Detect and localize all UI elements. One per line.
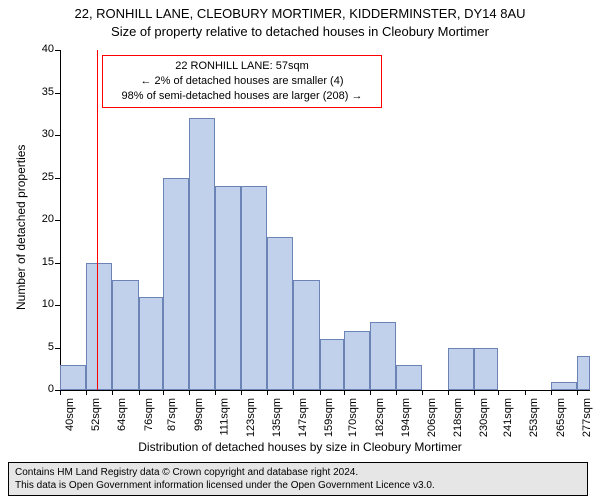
x-tick-label: 111sqm (219, 398, 231, 436)
x-tick-label: 277sqm (581, 398, 593, 437)
y-axis-line (60, 50, 61, 390)
x-tick-label: 87sqm (167, 398, 179, 431)
histogram-bar (551, 382, 577, 391)
y-tick-mark (55, 178, 60, 179)
y-tick-mark (55, 220, 60, 221)
x-tick-label: 206sqm (426, 398, 438, 437)
x-tick-mark (344, 390, 345, 395)
x-tick-label: 230sqm (478, 398, 490, 437)
x-axis-label: Distribution of detached houses by size … (0, 440, 600, 454)
attribution-footer: Contains HM Land Registry data © Crown c… (8, 462, 588, 496)
histogram-bar (215, 186, 241, 390)
x-tick-mark (241, 390, 242, 395)
y-tick-label: 0 (24, 383, 54, 395)
y-tick-label: 10 (24, 298, 54, 310)
histogram-bar (396, 365, 422, 391)
x-tick-mark (86, 390, 87, 395)
x-tick-mark (474, 390, 475, 395)
histogram-bar (267, 237, 293, 390)
histogram-bar (189, 118, 215, 390)
histogram-bar (474, 348, 498, 391)
chart-container: 22, RONHILL LANE, CLEOBURY MORTIMER, KID… (0, 0, 600, 500)
x-tick-label: 182sqm (374, 398, 386, 437)
x-tick-label: 265sqm (555, 398, 567, 437)
x-tick-mark (320, 390, 321, 395)
x-tick-label: 147sqm (297, 398, 309, 437)
histogram-bar (139, 297, 163, 391)
x-tick-mark (448, 390, 449, 395)
x-tick-mark (267, 390, 268, 395)
y-tick-mark (55, 263, 60, 264)
x-tick-label: 99sqm (193, 398, 205, 431)
y-tick-mark (55, 305, 60, 306)
histogram-bar (60, 365, 86, 391)
x-tick-label: 123sqm (245, 398, 257, 437)
x-tick-label: 40sqm (64, 398, 76, 431)
x-tick-label: 218sqm (452, 398, 464, 437)
y-tick-label: 35 (24, 86, 54, 98)
y-tick-label: 5 (24, 341, 54, 353)
histogram-bar (370, 322, 396, 390)
x-tick-label: 135sqm (271, 398, 283, 437)
x-tick-mark (370, 390, 371, 395)
x-tick-label: 52sqm (90, 398, 102, 431)
x-tick-label: 64sqm (116, 398, 128, 431)
x-tick-label: 253sqm (529, 398, 541, 437)
histogram-bar (86, 263, 112, 391)
y-tick-mark (55, 348, 60, 349)
chart-subtitle: Size of property relative to detached ho… (0, 24, 600, 39)
histogram-bar (448, 348, 474, 391)
histogram-bar (293, 280, 319, 391)
histogram-bar (344, 331, 370, 391)
histogram-bar (320, 339, 344, 390)
x-tick-mark (163, 390, 164, 395)
histogram-bar (163, 178, 189, 391)
info-line-2: ← 2% of detached houses are smaller (4) (109, 74, 375, 89)
y-tick-label: 40 (24, 43, 54, 55)
x-tick-mark (112, 390, 113, 395)
y-tick-label: 25 (24, 171, 54, 183)
y-tick-mark (55, 50, 60, 51)
x-tick-mark (422, 390, 423, 395)
y-tick-mark (55, 93, 60, 94)
footer-line-1: Contains HM Land Registry data © Crown c… (15, 466, 581, 479)
y-tick-label: 15 (24, 256, 54, 268)
footer-line-2: This data is Open Government information… (15, 479, 581, 492)
x-tick-mark (498, 390, 499, 395)
x-tick-mark (551, 390, 552, 395)
info-line-1: 22 RONHILL LANE: 57sqm (109, 59, 375, 74)
x-tick-mark (525, 390, 526, 395)
y-tick-label: 20 (24, 213, 54, 225)
y-tick-label: 30 (24, 128, 54, 140)
x-tick-mark (293, 390, 294, 395)
histogram-bar (241, 186, 267, 390)
x-tick-label: 241sqm (502, 398, 514, 437)
x-tick-mark (215, 390, 216, 395)
x-tick-mark (396, 390, 397, 395)
x-tick-label: 76sqm (143, 398, 155, 431)
marker-info-box: 22 RONHILL LANE: 57sqm ← 2% of detached … (102, 55, 382, 108)
chart-title: 22, RONHILL LANE, CLEOBURY MORTIMER, KID… (0, 6, 600, 21)
y-axis-label: Number of detached properties (14, 145, 28, 310)
x-tick-mark (60, 390, 61, 395)
x-tick-mark (139, 390, 140, 395)
x-tick-mark (577, 390, 578, 395)
property-marker-line (97, 50, 98, 390)
info-line-3: 98% of semi-detached houses are larger (… (109, 89, 375, 104)
x-tick-label: 159sqm (324, 398, 336, 437)
histogram-bar (112, 280, 138, 391)
x-tick-label: 194sqm (400, 398, 412, 437)
x-tick-mark (189, 390, 190, 395)
x-tick-label: 170sqm (348, 398, 360, 437)
y-tick-mark (55, 135, 60, 136)
histogram-bar (577, 356, 590, 390)
